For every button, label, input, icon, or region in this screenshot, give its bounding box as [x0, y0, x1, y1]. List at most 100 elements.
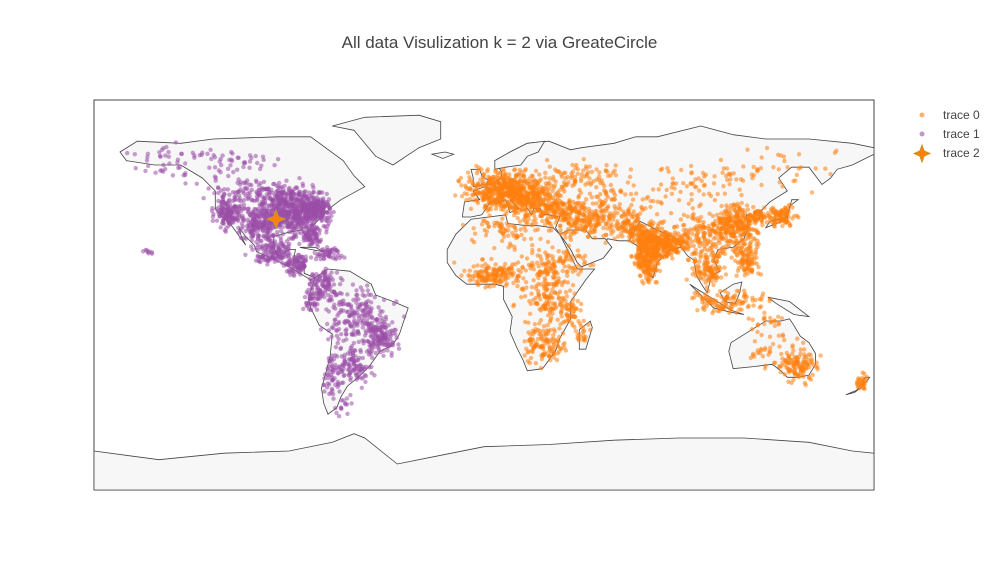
trace-0-point — [744, 203, 750, 208]
trace-0-point — [718, 307, 724, 312]
trace-0-point — [862, 386, 867, 392]
trace-0-point — [524, 190, 529, 196]
trace-0-point — [601, 225, 606, 231]
trace-0-point — [485, 169, 490, 174]
trace-0-point — [543, 181, 548, 186]
trace-0-point — [474, 163, 479, 169]
trace-0-point — [552, 259, 557, 265]
trace-0-point — [750, 176, 755, 181]
trace-1-point — [267, 190, 272, 195]
trace-1-point — [289, 229, 295, 235]
trace-0-point — [556, 259, 561, 264]
trace-0-point — [460, 222, 466, 228]
trace-0-point — [745, 259, 750, 265]
trace-0-point — [517, 219, 523, 224]
trace-0-point — [537, 198, 543, 204]
trace-0-point — [678, 189, 683, 195]
trace-1-point — [287, 252, 292, 257]
trace-0-point — [462, 268, 467, 273]
trace-0-point — [723, 272, 729, 277]
trace-0-point — [600, 218, 605, 224]
trace-0-point — [780, 361, 785, 366]
trace-0-point — [734, 211, 739, 216]
trace-0-point — [722, 251, 728, 257]
trace-0-point — [696, 269, 701, 274]
trace-0-point — [681, 223, 686, 228]
trace-1-point — [257, 259, 262, 264]
trace-0-point — [463, 183, 468, 188]
trace-0-point — [709, 300, 715, 305]
trace-1-point — [245, 186, 250, 191]
trace-0-point — [728, 238, 733, 244]
trace-0-point — [486, 198, 491, 203]
trace-1-point — [296, 190, 302, 195]
trace-0-point — [596, 177, 602, 183]
trace-0-point — [554, 282, 560, 287]
trace-0-point — [468, 206, 474, 211]
trace-0-point — [668, 211, 674, 216]
trace-1-point — [279, 241, 285, 246]
trace-0-point — [588, 327, 593, 333]
trace-0-point — [752, 227, 758, 233]
trace-1-point — [299, 260, 304, 266]
trace-0-point — [631, 221, 637, 226]
trace-1-point — [232, 205, 237, 210]
trace-0-point — [722, 191, 728, 196]
trace-0-point — [759, 155, 764, 160]
trace-0-point — [790, 344, 795, 350]
trace-0-point — [759, 218, 764, 223]
trace-0-point — [605, 169, 610, 174]
trace-1-point — [201, 196, 206, 201]
trace-1-point — [236, 189, 241, 194]
trace-0-point — [782, 337, 787, 343]
trace-0-point — [690, 206, 695, 211]
trace-1-point — [258, 191, 263, 196]
trace-0-point — [470, 180, 475, 185]
trace-0-point — [771, 215, 776, 221]
trace-0-point — [773, 212, 779, 217]
trace-0-point — [686, 258, 691, 263]
trace-0-point — [563, 230, 568, 235]
trace-0-point — [731, 296, 737, 301]
trace-0-point — [658, 231, 664, 237]
trace-0-point — [668, 243, 673, 248]
trace-0-point — [718, 211, 724, 216]
trace-0-point — [504, 221, 510, 226]
trace-0-point — [482, 278, 487, 283]
trace-0-point — [522, 225, 527, 230]
trace-0-point — [700, 300, 705, 305]
trace-0-point — [784, 212, 789, 217]
trace-0-point — [681, 181, 686, 186]
trace-1-point — [226, 204, 231, 209]
landmass-new-guinea — [767, 296, 811, 318]
trace-0-point — [625, 180, 631, 185]
trace-0-point — [579, 226, 585, 231]
trace-1-point — [325, 210, 330, 215]
trace-0-point — [500, 207, 506, 213]
trace-0-point — [602, 183, 607, 189]
trace-0-point — [570, 322, 575, 328]
trace-0-point — [550, 311, 555, 316]
trace-0-point — [628, 167, 634, 172]
trace-0-point — [557, 289, 563, 294]
trace-1-point — [270, 198, 276, 203]
trace-0-point — [562, 319, 567, 324]
trace-0-point — [522, 185, 527, 190]
trace-0-point — [755, 167, 760, 173]
trace-0-point — [717, 254, 722, 259]
trace-0-point — [786, 354, 791, 359]
trace-0-point — [519, 188, 524, 193]
trace-0-point — [572, 307, 577, 312]
trace-0-point — [580, 326, 586, 331]
trace-0-point — [551, 340, 556, 345]
trace-0-point — [570, 183, 575, 188]
trace-0-point — [493, 206, 499, 211]
trace-0-point — [562, 189, 567, 194]
trace-0-point — [492, 223, 497, 229]
trace-0-point — [705, 248, 711, 253]
trace-0-point — [517, 193, 522, 198]
trace-0-point — [719, 294, 724, 300]
trace-0-point — [649, 227, 654, 232]
trace-0-point — [544, 272, 550, 277]
trace-1-point — [304, 209, 309, 215]
